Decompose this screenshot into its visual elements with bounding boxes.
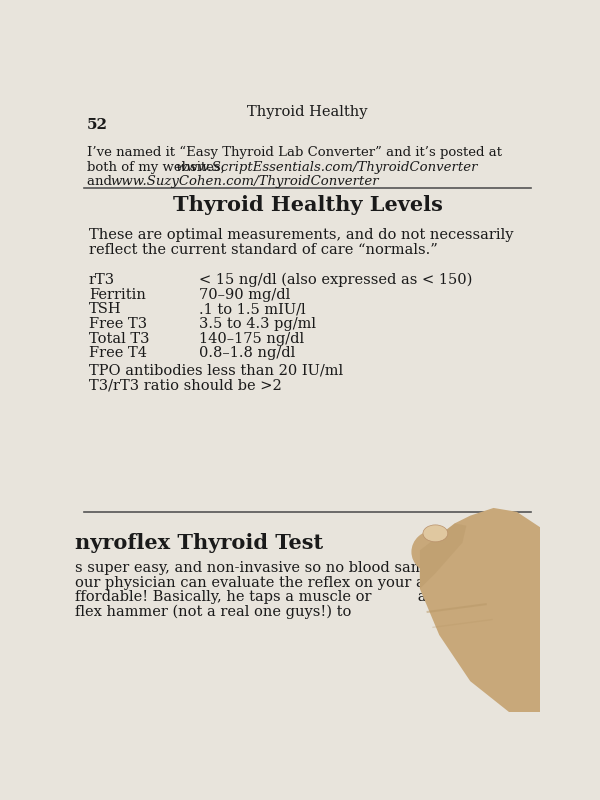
Text: TPO antibodies less than 20 IU/ml: TPO antibodies less than 20 IU/ml — [89, 364, 343, 378]
Text: 70–90 mg/dl: 70–90 mg/dl — [199, 288, 290, 302]
Text: Ferritin: Ferritin — [89, 288, 146, 302]
Text: 3.5 to 4.3 pg/ml: 3.5 to 4.3 pg/ml — [199, 317, 316, 331]
Text: T3/rT3 ratio should be >2: T3/rT3 ratio should be >2 — [89, 378, 282, 393]
Ellipse shape — [423, 525, 448, 542]
Text: 140–175 ng/dl: 140–175 ng/dl — [199, 332, 304, 346]
Text: nyroflex Thyroid Test: nyroflex Thyroid Test — [75, 534, 323, 554]
Text: Free T3: Free T3 — [89, 317, 147, 331]
Text: s super easy, and non-invasive so no blood samp: s super easy, and non-invasive so no blo… — [75, 561, 434, 575]
Text: I’ve named it “Easy Thyroid Lab Converter” and it’s posted at: I’ve named it “Easy Thyroid Lab Converte… — [86, 146, 502, 159]
Text: 52: 52 — [86, 118, 107, 131]
Text: Total T3: Total T3 — [89, 332, 149, 346]
Ellipse shape — [412, 530, 458, 573]
Polygon shape — [420, 523, 466, 589]
Text: and: and — [86, 175, 116, 188]
Text: both of my websites,: both of my websites, — [86, 161, 229, 174]
Text: These are optimal measurements, and do not necessarily: These are optimal measurements, and do n… — [89, 229, 514, 242]
Text: rT3: rT3 — [89, 273, 115, 287]
Text: Free T4: Free T4 — [89, 346, 147, 360]
Text: www.SuzyCohen.com/ThyroidConverter: www.SuzyCohen.com/ThyroidConverter — [110, 175, 379, 188]
Text: < 15 ng/dl (also expressed as < 150): < 15 ng/dl (also expressed as < 150) — [199, 273, 472, 287]
Text: Thyroid Healthy: Thyroid Healthy — [247, 106, 368, 119]
Text: TSH: TSH — [89, 302, 122, 316]
Text: reflect the current standard of care “normals.”: reflect the current standard of care “no… — [89, 243, 438, 257]
Text: Thyroid Healthy Levels: Thyroid Healthy Levels — [173, 194, 442, 214]
Polygon shape — [420, 508, 540, 712]
Text: ffordable! Basically, he taps a muscle or          ar: ffordable! Basically, he taps a muscle o… — [75, 590, 433, 604]
Text: flex hammer (not a real one guys!) to: flex hammer (not a real one guys!) to — [75, 605, 352, 619]
Text: our physician can evaluate the reflex on your a: our physician can evaluate the reflex on… — [75, 576, 425, 590]
Text: www.ScriptEssentials.com/ThyroidConverter: www.ScriptEssentials.com/ThyroidConverte… — [176, 161, 478, 174]
Text: .1 to 1.5 mIU/l: .1 to 1.5 mIU/l — [199, 302, 305, 316]
Text: 0.8–1.8 ng/dl: 0.8–1.8 ng/dl — [199, 346, 295, 360]
